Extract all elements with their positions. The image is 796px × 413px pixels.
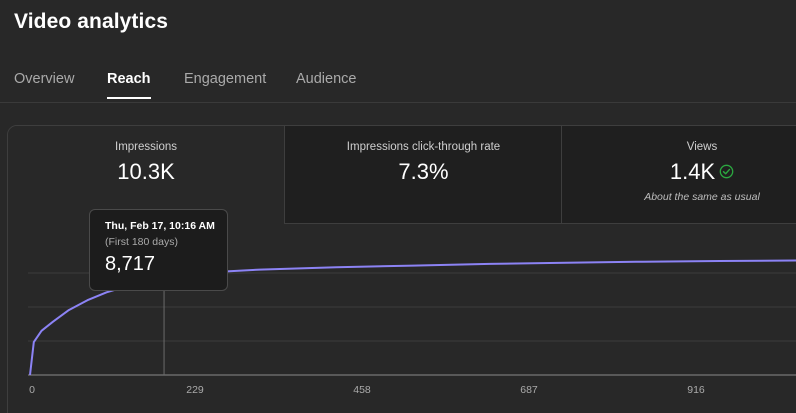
metric-label: Impressions click-through rate [346,141,501,153]
metric-value: 10.3K [117,159,175,184]
x-tick-label: 916 [687,384,705,396]
analytics-card: Impressions 10.3K Impressions click-thro… [7,125,796,413]
x-tick-label: 458 [353,384,371,396]
x-tick-label: 0 [29,384,35,396]
tab-overview[interactable]: Overview [14,71,75,87]
tab-audience[interactable]: Audience [296,71,357,87]
tabs-divider [0,102,796,103]
metric-views[interactable]: Views 1.4K About the same as usual [561,126,796,224]
metric-value-row: 1.4K [562,159,796,185]
metric-ctr[interactable]: Impressions click-through rate 7.3% [284,126,562,224]
chart-tooltip: Thu, Feb 17, 10:16 AM (First 180 days) 8… [89,209,228,291]
metric-value: 1.4K [669,159,716,184]
tooltip-value: 8,717 [105,253,156,275]
tab-engagement[interactable]: Engagement [184,71,267,87]
metric-note: About the same as usual [644,191,760,203]
metric-label: Views [686,141,718,153]
check-circle-icon [719,159,734,185]
tab-reach[interactable]: Reach [107,71,151,99]
metric-value: 7.3% [398,159,449,184]
tooltip-date: Thu, Feb 17, 10:16 AM [105,220,215,232]
tooltip-subtitle: (First 180 days) [105,236,178,248]
metric-label: Impressions [115,141,177,153]
x-tick-label: 687 [520,384,538,396]
x-tick-label: 229 [186,384,204,396]
page-title: Video analytics [14,10,169,33]
tab-bar: Overview Reach Engagement Audience [0,60,796,102]
metric-impressions[interactable]: Impressions 10.3K [8,126,284,223]
